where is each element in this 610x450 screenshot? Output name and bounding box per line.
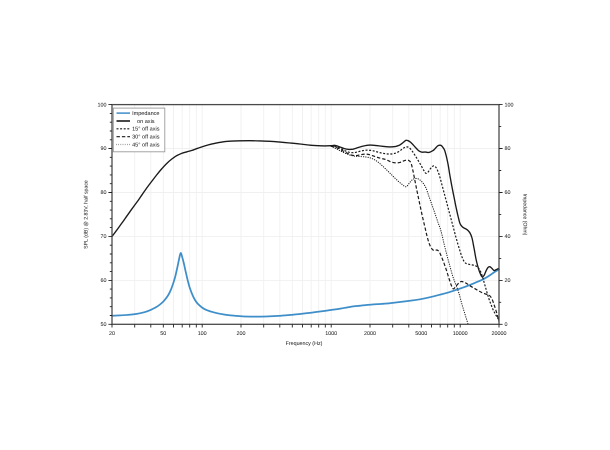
svg-text:1000: 1000 [325,331,337,337]
svg-text:60: 60 [101,278,107,284]
svg-text:100: 100 [98,102,107,108]
svg-text:100: 100 [505,102,514,108]
svg-text:100: 100 [198,331,207,337]
svg-text:80: 80 [101,190,107,196]
svg-text:45° off axis: 45° off axis [132,141,160,148]
svg-text:15° off axis: 15° off axis [132,126,160,133]
svg-text:Impedance: Impedance [132,110,159,117]
svg-text:Impedance (Ohm): Impedance (Ohm) [522,194,528,236]
svg-text:70: 70 [101,234,107,240]
svg-text:Frequency (Hz): Frequency (Hz) [286,341,323,347]
svg-text:20: 20 [109,331,115,337]
svg-text:SPL (dB) @ 2.83V, half space: SPL (dB) @ 2.83V, half space [84,180,90,249]
svg-text:30° off axis: 30° off axis [132,134,160,141]
svg-text:60: 60 [505,190,511,196]
svg-text:90: 90 [101,146,107,152]
svg-text:20: 20 [505,278,511,284]
svg-text:40: 40 [505,234,511,240]
svg-text:10000: 10000 [453,331,468,337]
svg-text:80: 80 [505,146,511,152]
svg-text:5000: 5000 [415,331,427,337]
svg-text:2000: 2000 [364,331,376,337]
svg-text:0: 0 [505,322,508,328]
svg-text:20000: 20000 [492,331,507,337]
svg-text:50: 50 [160,331,166,337]
svg-text:200: 200 [237,331,246,337]
svg-text:50: 50 [101,322,107,328]
svg-text:on axis: on axis [137,118,155,125]
